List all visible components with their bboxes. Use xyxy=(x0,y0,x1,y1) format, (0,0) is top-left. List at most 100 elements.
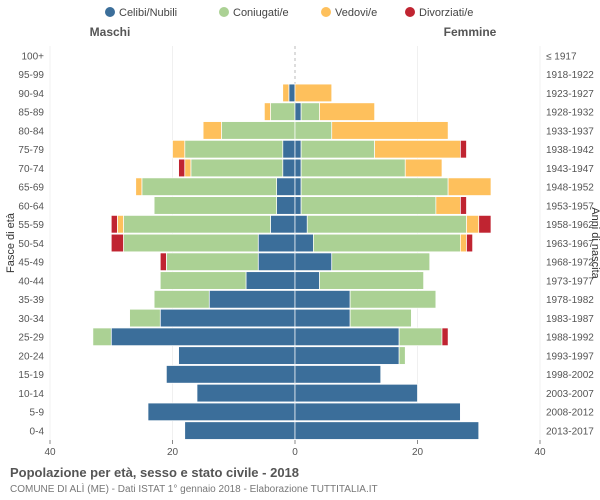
bar-male-con xyxy=(124,215,271,233)
bar-female-con xyxy=(307,215,466,233)
birth-label: 1998-2002 xyxy=(546,370,594,381)
age-label: 60-64 xyxy=(18,201,44,212)
birth-label: 1968-1972 xyxy=(546,258,594,269)
bar-female-cel xyxy=(295,422,479,440)
bar-female-ved xyxy=(295,84,332,102)
bar-female-cel xyxy=(295,140,301,158)
bar-female-div xyxy=(479,215,491,233)
bar-male-ved xyxy=(136,178,142,196)
birth-label: 1983-1987 xyxy=(546,314,594,325)
bar-female-con xyxy=(350,290,436,308)
bar-male-cel xyxy=(197,384,295,402)
x-tick-label: 20 xyxy=(167,447,179,458)
legend-swatch xyxy=(321,7,331,17)
age-label: 70-74 xyxy=(18,164,44,175)
age-label: 25-29 xyxy=(18,333,44,344)
bar-male-cel xyxy=(283,159,295,177)
bar-male-cel xyxy=(277,197,295,215)
bar-male-cel xyxy=(209,290,295,308)
bar-female-ved xyxy=(375,140,461,158)
bar-female-cel xyxy=(295,103,301,121)
bar-male-ved xyxy=(203,122,221,140)
bar-male-con xyxy=(124,234,259,252)
birth-label: 1973-1977 xyxy=(546,276,594,287)
birth-label: 1953-1957 xyxy=(546,201,594,212)
x-tick-label: 20 xyxy=(412,447,424,458)
legend-label: Celibi/Nubili xyxy=(119,7,177,19)
bar-male-ved xyxy=(264,103,270,121)
bar-male-con xyxy=(222,122,296,140)
legend-swatch xyxy=(219,7,229,17)
bar-male-cel xyxy=(166,366,295,384)
bar-female-con xyxy=(399,347,405,365)
bar-female-ved xyxy=(320,103,375,121)
bar-female-con xyxy=(332,253,430,271)
birth-label: 2008-2012 xyxy=(546,408,594,419)
bar-female-cel xyxy=(295,253,332,271)
legend-label: Coniugati/e xyxy=(233,7,289,19)
bar-male-div xyxy=(179,159,185,177)
birth-label: 1958-1962 xyxy=(546,220,594,231)
bar-male-cel xyxy=(283,140,295,158)
age-label: 20-24 xyxy=(18,351,44,362)
bar-male-cel xyxy=(258,234,295,252)
bar-female-ved xyxy=(460,234,466,252)
bar-male-cel xyxy=(179,347,295,365)
age-label: 55-59 xyxy=(18,220,44,231)
birth-label: 1948-1952 xyxy=(546,183,594,194)
bar-female-con xyxy=(350,309,411,327)
header-female: Femmine xyxy=(444,25,497,39)
bar-female-cel xyxy=(295,178,301,196)
age-label: 80-84 xyxy=(18,126,44,137)
footer-title: Popolazione per età, sesso e stato civil… xyxy=(10,465,299,480)
bar-male-cel xyxy=(111,328,295,346)
bar-male-cel xyxy=(289,84,295,102)
bar-female-cel xyxy=(295,272,320,290)
bar-male-ved xyxy=(283,84,289,102)
birth-label: ≤ 1917 xyxy=(546,51,577,62)
bar-male-con xyxy=(160,272,246,290)
bar-male-cel xyxy=(148,403,295,421)
birth-label: 2003-2007 xyxy=(546,389,594,400)
bar-female-cel xyxy=(295,290,350,308)
age-label: 40-44 xyxy=(18,276,44,287)
age-label: 100+ xyxy=(21,51,44,62)
legend-label: Divorziati/e xyxy=(419,7,473,19)
birth-label: 1923-1927 xyxy=(546,89,594,100)
bar-female-con xyxy=(301,178,448,196)
age-label: 10-14 xyxy=(18,389,44,400)
x-tick-label: 40 xyxy=(534,447,546,458)
age-label: 5-9 xyxy=(30,408,45,419)
bar-male-ved xyxy=(117,215,123,233)
age-label: 85-89 xyxy=(18,108,44,119)
y-right-title: Anni di nascita xyxy=(589,207,600,279)
age-label: 95-99 xyxy=(18,70,44,81)
bar-female-con xyxy=(295,122,332,140)
bar-male-cel xyxy=(246,272,295,290)
bar-male-div xyxy=(111,234,123,252)
footer-subtitle: COMUNE DI ALÌ (ME) - Dati ISTAT 1° genna… xyxy=(10,482,378,495)
birth-label: 1988-1992 xyxy=(546,333,594,344)
bar-female-cel xyxy=(295,215,307,233)
x-tick-label: 40 xyxy=(44,447,56,458)
bar-male-cel xyxy=(277,178,295,196)
birth-label: 1963-1967 xyxy=(546,239,594,250)
bar-male-con xyxy=(154,290,209,308)
bar-female-con xyxy=(320,272,424,290)
age-label: 0-4 xyxy=(30,426,45,437)
bar-female-cel xyxy=(295,347,399,365)
bar-male-div xyxy=(111,215,117,233)
age-label: 35-39 xyxy=(18,295,44,306)
age-label: 65-69 xyxy=(18,183,44,194)
legend-swatch xyxy=(105,7,115,17)
bar-female-ved xyxy=(405,159,442,177)
bar-female-div xyxy=(467,234,473,252)
bar-male-cel xyxy=(271,215,296,233)
age-label: 75-79 xyxy=(18,145,44,156)
bar-male-con xyxy=(142,178,277,196)
bar-male-ved xyxy=(185,159,191,177)
bar-female-cel xyxy=(295,197,301,215)
birth-label: 1993-1997 xyxy=(546,351,594,362)
y-left-title: Fasce di età xyxy=(5,212,17,273)
bar-female-ved xyxy=(332,122,448,140)
